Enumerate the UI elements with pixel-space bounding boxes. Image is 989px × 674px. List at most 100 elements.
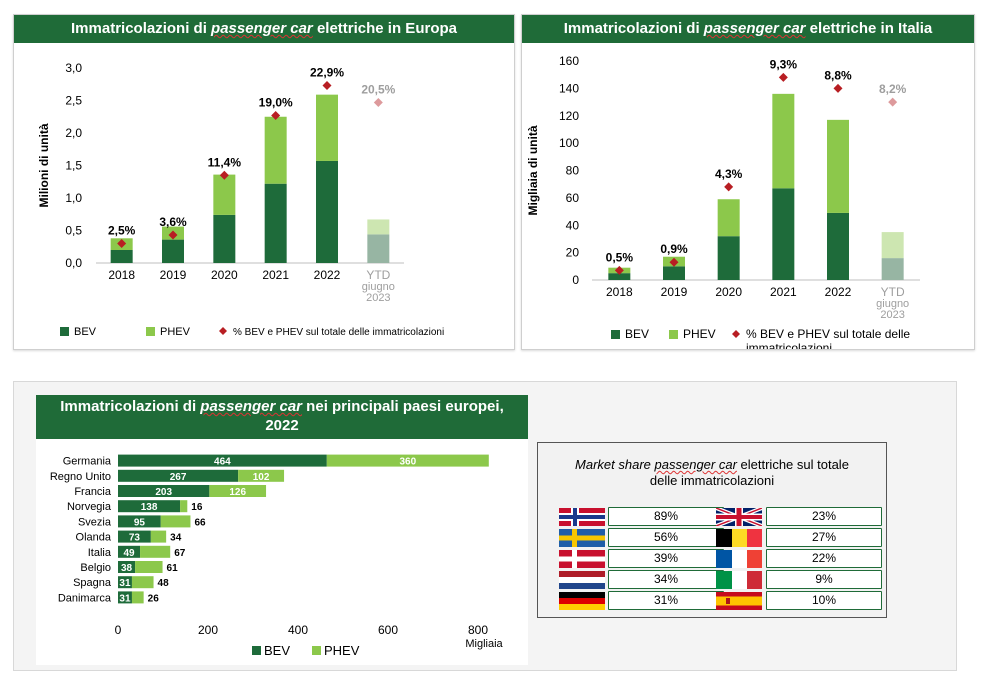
bar-phev — [180, 500, 188, 513]
share-uk: 23% — [766, 507, 882, 526]
bar-phev — [827, 119, 849, 213]
x-tick-label: 600 — [378, 623, 398, 637]
bar-bev — [118, 485, 210, 497]
x-tick-label: 2018 — [108, 268, 135, 282]
share-netherlands: 34% — [608, 570, 724, 589]
x-tick-label: 2023 — [366, 292, 390, 304]
y-tick-label: 80 — [566, 164, 580, 178]
bar-phev — [326, 454, 489, 467]
x-tick-label: 2021 — [770, 285, 797, 299]
bar-bev — [118, 500, 181, 513]
legend-share-label: % BEV e PHEV sul totale delle immatricola… — [746, 327, 910, 349]
x-tick-label: 2019 — [160, 268, 187, 282]
bar-phev — [238, 469, 285, 482]
uk-flag — [716, 508, 762, 526]
x-axis-label: Migliaia — [465, 638, 503, 650]
share-label: 22,9% — [310, 66, 344, 80]
x-tick-label: 2022 — [825, 285, 852, 299]
y-axis-label: Migliaia di unità — [526, 125, 540, 215]
bar-phev-value: 126 — [229, 487, 246, 498]
bar-phev-value: 26 — [148, 593, 160, 604]
italy-flag — [716, 571, 762, 589]
y-tick-label: 2,0 — [65, 126, 82, 140]
y-tick-label: 0,5 — [65, 224, 82, 238]
y-tick-label: 160 — [559, 54, 579, 68]
country-label: Svezia — [78, 516, 112, 528]
x-tick-label: 2020 — [211, 268, 238, 282]
country-label: Spagna — [73, 577, 112, 589]
y-tick-label: 100 — [559, 136, 579, 150]
share-marker — [168, 230, 178, 240]
bar-bev — [827, 212, 849, 280]
bar-bev — [162, 239, 184, 263]
spain-flag — [716, 592, 762, 610]
country-label: Italia — [88, 547, 112, 559]
market-share-title: Market share passenger car elettriche su… — [575, 457, 849, 488]
country-label: Germania — [63, 456, 112, 468]
share-label: 0,5% — [606, 250, 634, 264]
share-label: 0,9% — [660, 242, 688, 256]
bar-bev — [118, 545, 141, 558]
bar-phev-value: 48 — [158, 578, 170, 589]
legend-phev-swatch — [312, 646, 321, 655]
bar-phev-value: 66 — [194, 517, 206, 528]
share-label: 20,5% — [361, 82, 395, 96]
denmark-flag — [559, 550, 605, 568]
bar-bev — [316, 160, 338, 263]
bar-phev-value: 16 — [191, 502, 203, 513]
share-label: 4,3% — [715, 167, 743, 181]
bar-bev — [118, 530, 151, 543]
legend-bev-swatch — [611, 330, 620, 339]
bar-bev-value: 267 — [170, 472, 187, 483]
share-marker — [117, 239, 127, 248]
legend-bev-label: BEV — [74, 326, 97, 338]
bar-bev — [118, 454, 327, 467]
share-germany: 31% — [608, 591, 724, 610]
bar-bev-value: 49 — [123, 548, 135, 559]
x-tick-label: YTD — [366, 268, 390, 282]
share-label: 8,2% — [879, 82, 907, 96]
bar-phev — [131, 591, 144, 604]
share-label: 2,5% — [108, 224, 136, 238]
share-marker — [888, 97, 898, 107]
chart-italy-title: Immatricolazioni di passenger car elettr… — [522, 15, 974, 43]
legend-phev-swatch — [146, 327, 155, 336]
bar-phev — [150, 530, 167, 543]
bar-bev-value: 95 — [134, 517, 146, 528]
legend-phev-label: PHEV — [160, 326, 191, 338]
legend-share-marker — [732, 330, 740, 338]
france-flag — [716, 550, 762, 568]
norway-flag — [559, 508, 605, 526]
bar-bev — [367, 234, 390, 263]
bar-bev — [118, 591, 132, 604]
x-tick-label: giugno — [876, 298, 909, 310]
bar-phev-value: 34 — [170, 533, 182, 544]
x-tick-label: giugno — [362, 281, 395, 293]
bar-bev — [264, 183, 287, 263]
bar-bev — [118, 576, 132, 589]
bar-phev-value: 102 — [253, 472, 270, 483]
y-tick-label: 120 — [559, 109, 579, 123]
share-marker — [669, 257, 679, 267]
bar-bev-value: 73 — [129, 533, 141, 544]
share-sweden: 56% — [608, 528, 724, 547]
share-label: 19,0% — [259, 95, 293, 109]
chart-countries-panel: Immatricolazioni di passenger car nei pr… — [36, 395, 528, 665]
bar-bev — [881, 258, 904, 280]
y-tick-label: 1,5 — [65, 159, 82, 173]
legend-share-label: % BEV e PHEV sul totale delle immatricol… — [233, 327, 444, 338]
bar-bev-value: 31 — [119, 578, 131, 589]
bar-phev — [135, 561, 163, 573]
country-label: Francia — [74, 486, 112, 498]
bar-phev — [140, 545, 171, 558]
chart-europe-title: Immatricolazioni di passenger car elettr… — [14, 15, 514, 43]
bar-bev — [118, 561, 136, 573]
chart-europe-panel: Immatricolazioni di passenger car elettr… — [13, 14, 515, 350]
share-belgium: 27% — [766, 528, 882, 547]
share-marker — [614, 265, 624, 275]
bar-phev-value: 360 — [399, 457, 416, 468]
legend-phev-label: PHEV — [324, 643, 360, 658]
bar-bev — [717, 236, 740, 280]
legend-phev-label: PHEV — [683, 327, 716, 341]
share-denmark: 39% — [608, 549, 724, 568]
